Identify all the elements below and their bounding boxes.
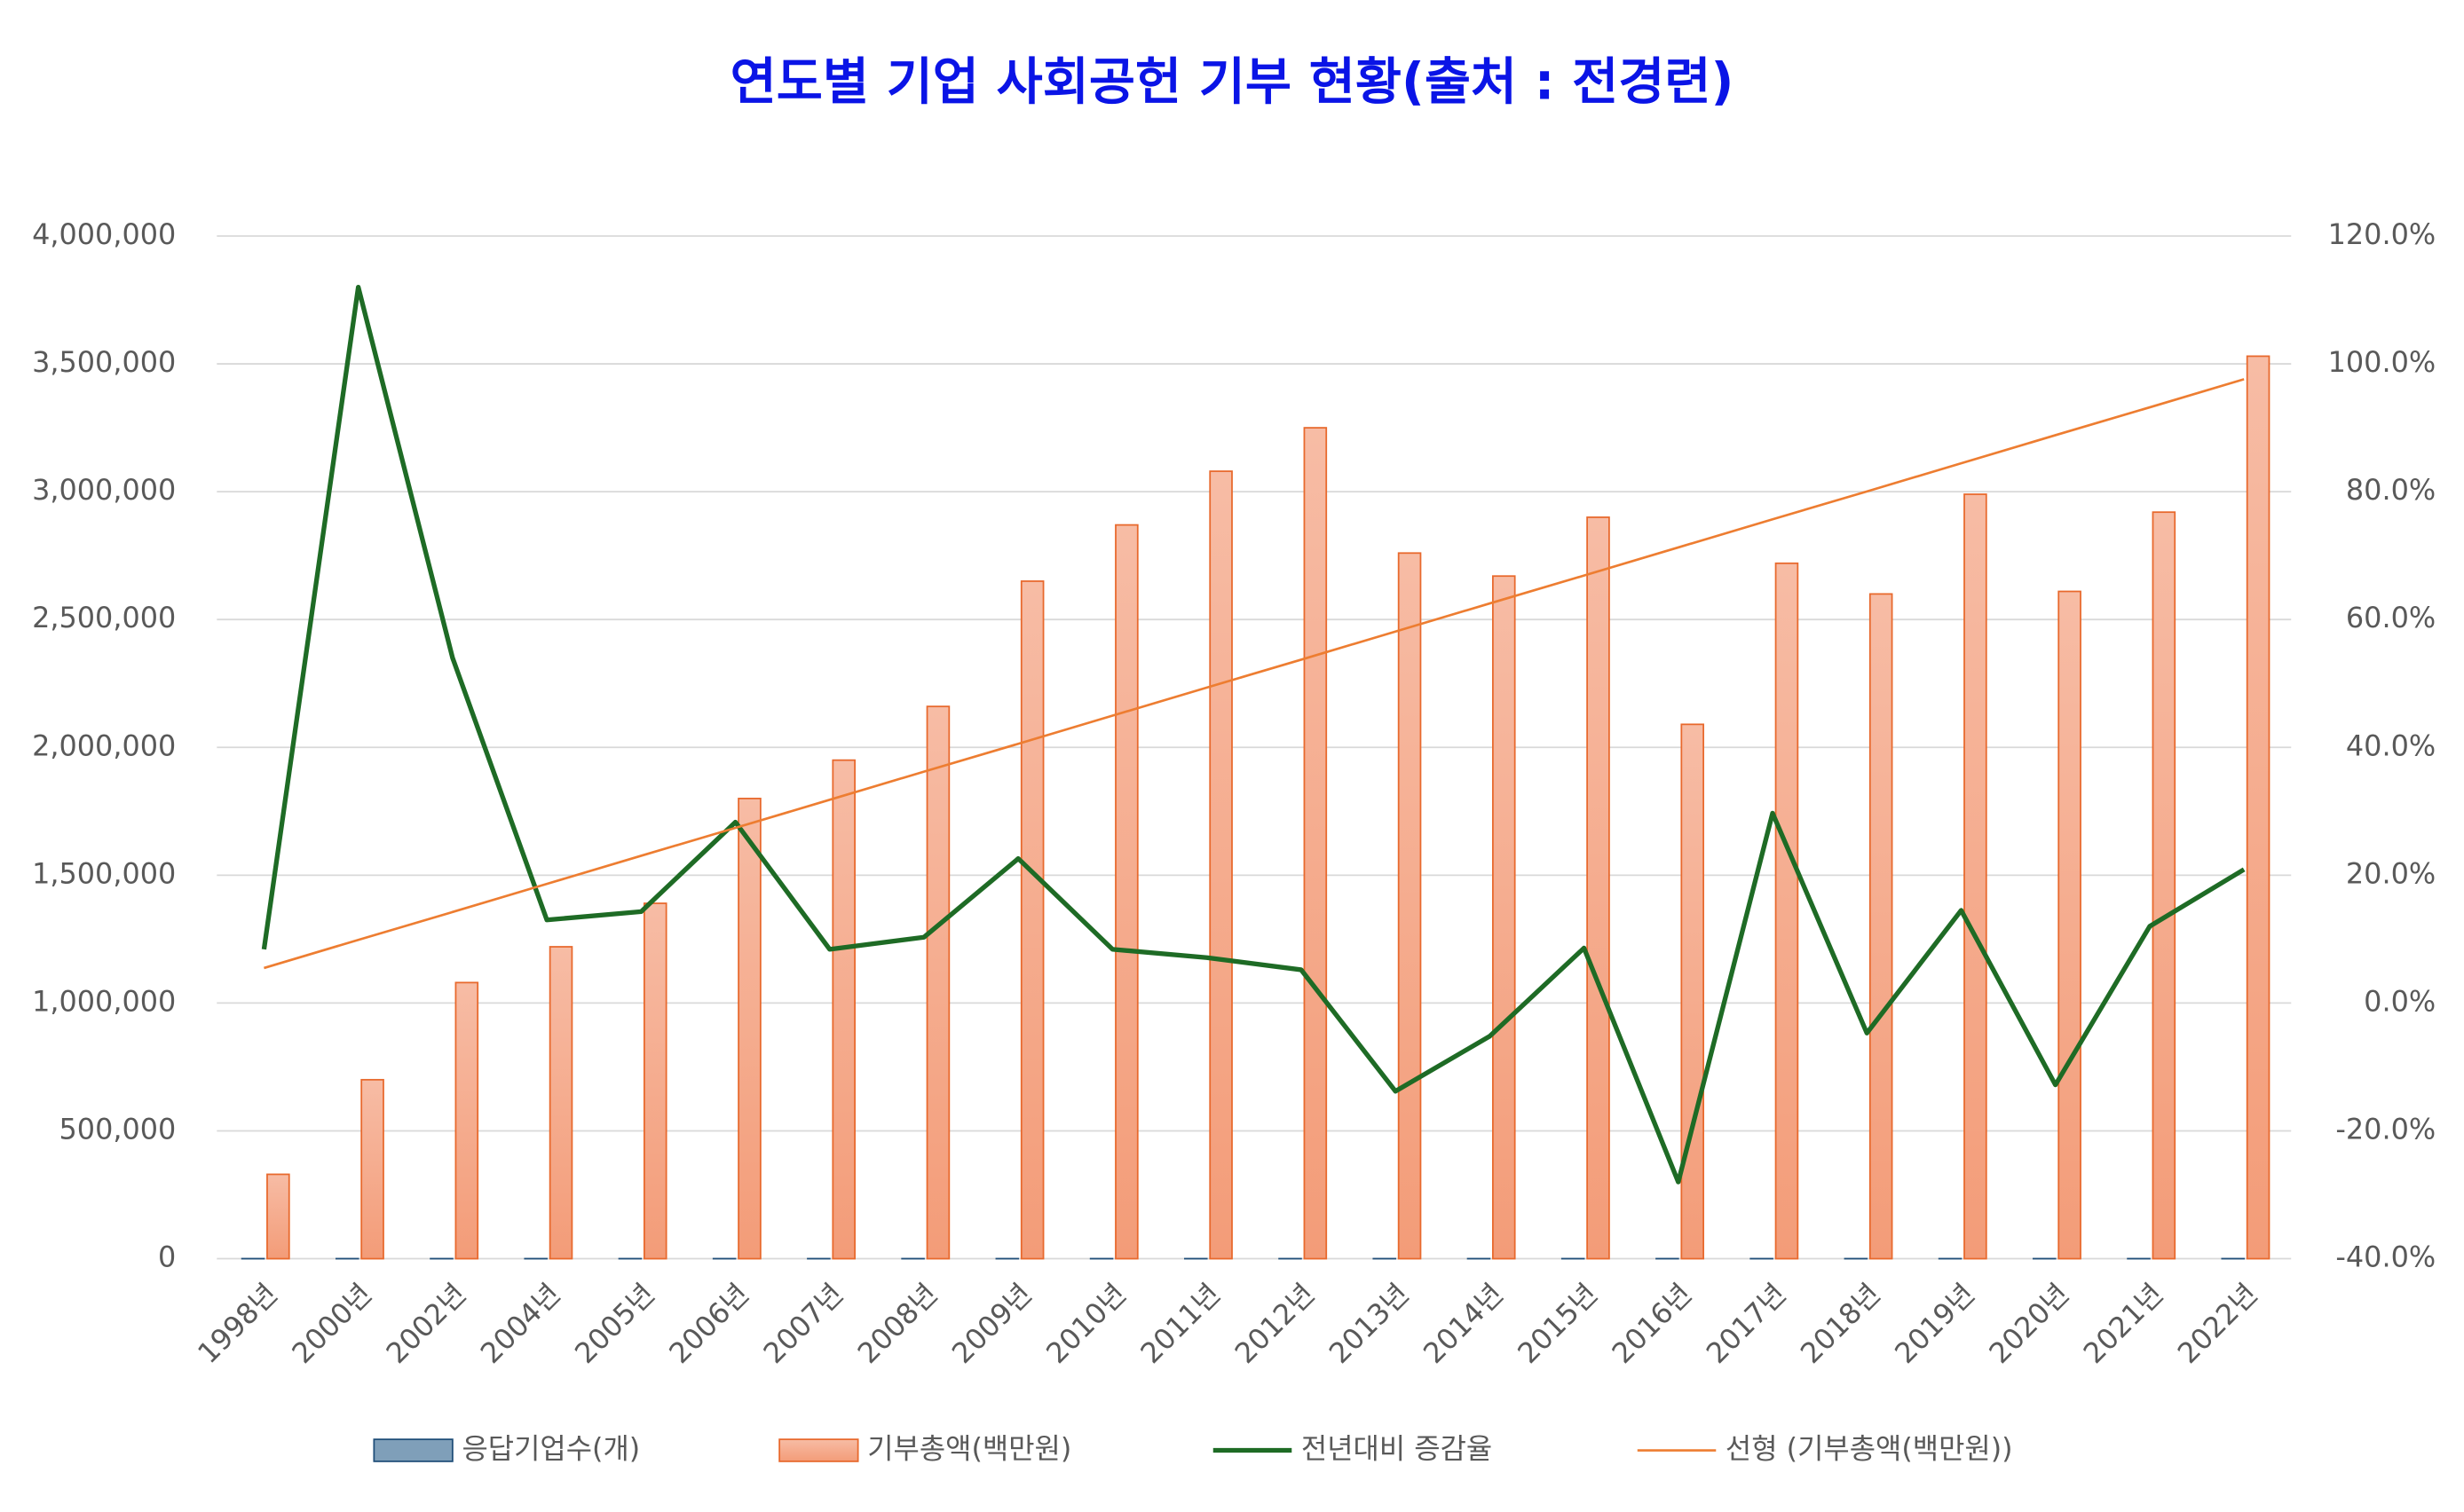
bar bbox=[1303, 427, 1328, 1260]
y-tick-label: 4,000,000 bbox=[32, 217, 176, 251]
y2-tick-label: 40.0% bbox=[2346, 728, 2436, 762]
bar bbox=[360, 1078, 384, 1260]
y-tick-label: 0 bbox=[158, 1240, 176, 1274]
legend-swatch bbox=[778, 1438, 859, 1462]
y2-tick-label: 60.0% bbox=[2346, 601, 2436, 634]
bar bbox=[1397, 552, 1422, 1260]
y2-tick-label: 20.0% bbox=[2346, 856, 2436, 890]
bar bbox=[1586, 516, 1610, 1260]
bar bbox=[1868, 593, 1893, 1260]
bar bbox=[549, 946, 573, 1260]
y-tick-label: 3,000,000 bbox=[32, 473, 176, 507]
bar bbox=[1209, 470, 1233, 1260]
bar bbox=[643, 902, 667, 1260]
y2-tick-label: 120.0% bbox=[2328, 217, 2436, 251]
bar bbox=[1115, 524, 1139, 1260]
bar bbox=[1774, 562, 1799, 1260]
bar bbox=[1020, 580, 1045, 1260]
y2-tick-label: 0.0% bbox=[2364, 984, 2436, 1018]
legend-label: 선형 (기부총액(백만원)) bbox=[1726, 1432, 2013, 1466]
bar bbox=[266, 1173, 290, 1260]
bar bbox=[738, 798, 762, 1260]
bar bbox=[832, 759, 856, 1260]
y2-tick-label: 80.0% bbox=[2346, 473, 2436, 507]
legend-label: 기부총액(백만원) bbox=[867, 1432, 1071, 1466]
legend-swatch bbox=[373, 1438, 454, 1462]
y-tick-label: 500,000 bbox=[59, 1112, 177, 1146]
bar bbox=[2152, 511, 2176, 1260]
bar bbox=[454, 981, 479, 1260]
bar bbox=[926, 705, 951, 1260]
y2-tick-label: -40.0% bbox=[2335, 1240, 2436, 1274]
y2-tick-label: -20.0% bbox=[2335, 1112, 2436, 1146]
y-tick-label: 2,000,000 bbox=[32, 728, 176, 762]
chart-title: 연도별 기업 사회공헌 기부 현황(출처 : 전경련) bbox=[731, 53, 1734, 112]
bar bbox=[1492, 575, 1516, 1260]
y-tick-label: 1,000,000 bbox=[32, 984, 176, 1018]
bar bbox=[1680, 723, 1705, 1260]
legend-label: 응답기업수(개) bbox=[462, 1432, 641, 1466]
y-tick-label: 2,500,000 bbox=[32, 601, 176, 634]
trend-line bbox=[264, 378, 2245, 970]
bar bbox=[2246, 355, 2271, 1260]
bar bbox=[2057, 590, 2081, 1260]
bar bbox=[1963, 493, 1987, 1260]
line-series bbox=[261, 284, 2246, 1185]
y-tick-label: 3,500,000 bbox=[32, 345, 176, 379]
y-tick-label: 1,500,000 bbox=[32, 856, 176, 890]
legend-label: 전년대비 증감율 bbox=[1301, 1432, 1492, 1466]
y2-tick-label: 100.0% bbox=[2328, 345, 2436, 379]
